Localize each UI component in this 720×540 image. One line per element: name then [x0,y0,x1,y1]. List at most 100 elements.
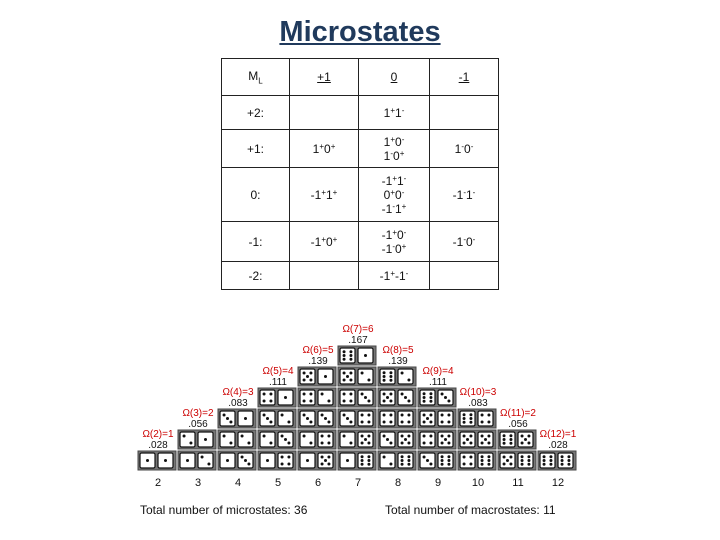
die-left [379,410,396,427]
die-left [299,389,316,406]
table-cell: 1+1- [358,95,430,130]
die-right [397,368,414,385]
die-right [277,389,294,406]
die-left [339,389,356,406]
table-cell [289,261,359,290]
die-right [317,389,334,406]
die-left [219,410,236,427]
die-left [419,410,436,427]
row-label: -2: [221,261,290,290]
microstate-entry: -1-1+ [381,201,407,216]
die-left [219,431,236,448]
die-left [299,452,316,469]
omega-label: Ω(11)=2 [500,408,536,419]
die-right [237,410,254,427]
omega-label: Ω(12)=1 [540,429,577,440]
die-right [477,410,494,427]
die-right [517,452,534,469]
die-left [379,431,396,448]
page-title: Microstates [279,16,441,48]
die-right [477,431,494,448]
die-left [299,431,316,448]
table-row: -2: -1+-1- [221,261,499,290]
die-right [477,452,494,469]
die-left [259,431,276,448]
table-cell: -1+0- -1-0+ [358,221,430,262]
die-left [379,389,396,406]
table-cell: -1+1- 0+0- -1-1+ [358,167,430,222]
probability-label: .083 [228,398,248,409]
die-right [437,452,454,469]
microstate-entry: -1+-1- [379,268,409,283]
die-right [357,452,374,469]
die-left [459,431,476,448]
table-cell: -1+1+ [289,167,359,222]
die-right [557,452,574,469]
die-left [339,431,356,448]
header-col-plus1: +1 [289,58,359,96]
sum-tick-label: 2 [155,477,161,489]
table-body: +2: 1+1- +1: 1+0+ 1+0- 1-0+ 1-0- 0: -1+1+ -1+1- 0+… [221,95,499,290]
die-left [459,410,476,427]
die-right [437,410,454,427]
probability-label: .028 [148,440,168,451]
omega-label: Ω(8)=5 [382,345,414,356]
die-left [299,410,316,427]
header-col-minus1: -1 [429,58,499,96]
sum-tick-label: 11 [512,477,523,489]
omega-label: Ω(9)=4 [422,366,454,377]
microstate-entry: 1-0+ [383,148,405,163]
die-right [277,431,294,448]
die-right [397,452,414,469]
microstate-entry: -1+0+ [310,234,338,249]
sum-tick-label: 3 [195,477,201,489]
probability-label: .028 [548,440,568,451]
sum-tick-label: 5 [275,477,281,489]
die-right [437,431,454,448]
microstate-entry: -1-0+ [381,241,407,256]
table-row: 0: -1+1+ -1+1- 0+0- -1-1+ -1-1- [221,167,499,222]
die-left [419,389,436,406]
microstate-entry: 0+0- [383,187,405,202]
probability-label: .139 [388,356,408,367]
table-cell: 1-0- [429,129,499,168]
omega-label: Ω(2)=1 [142,429,174,440]
omega-label: Ω(7)=6 [342,324,374,335]
sum-tick-label: 8 [395,477,401,489]
probability-label: .056 [508,419,528,430]
table-cell [429,95,499,130]
row-label: -1: [221,221,290,262]
die-left [499,452,516,469]
die-left [259,410,276,427]
die-left [259,452,276,469]
die-left [339,368,356,385]
die-left [499,431,516,448]
die-left [299,368,316,385]
table-cell: -1+-1- [358,261,430,290]
die-right [317,368,334,385]
table-cell [289,95,359,130]
omega-label: Ω(3)=2 [182,408,214,419]
die-right [277,452,294,469]
microstates-table: ML +1 0 -1 +2: 1+1- +1: 1+0+ 1+0- 1-0+ 1-0- 0: -… [221,58,499,290]
die-right [357,410,374,427]
probability-label: .083 [468,398,488,409]
die-left [259,389,276,406]
microstate-entry: -1-1- [452,187,476,202]
die-left [539,452,556,469]
die-left [379,368,396,385]
die-right [317,431,334,448]
probability-label: .111 [429,377,447,388]
die-right [237,431,254,448]
die-left [339,452,356,469]
microstate-entry: -1+1+ [310,187,338,202]
sum-tick-label: 7 [355,477,361,489]
die-right [357,431,374,448]
microstate-entry: 1+0+ [312,141,336,156]
die-left [339,347,356,364]
die-right [357,347,374,364]
die-right [397,389,414,406]
omega-label: Ω(6)=5 [302,345,334,356]
table-row: -1: -1+0+ -1+0- -1-0+ -1-0- [221,221,499,262]
row-label: 0: [221,167,290,222]
